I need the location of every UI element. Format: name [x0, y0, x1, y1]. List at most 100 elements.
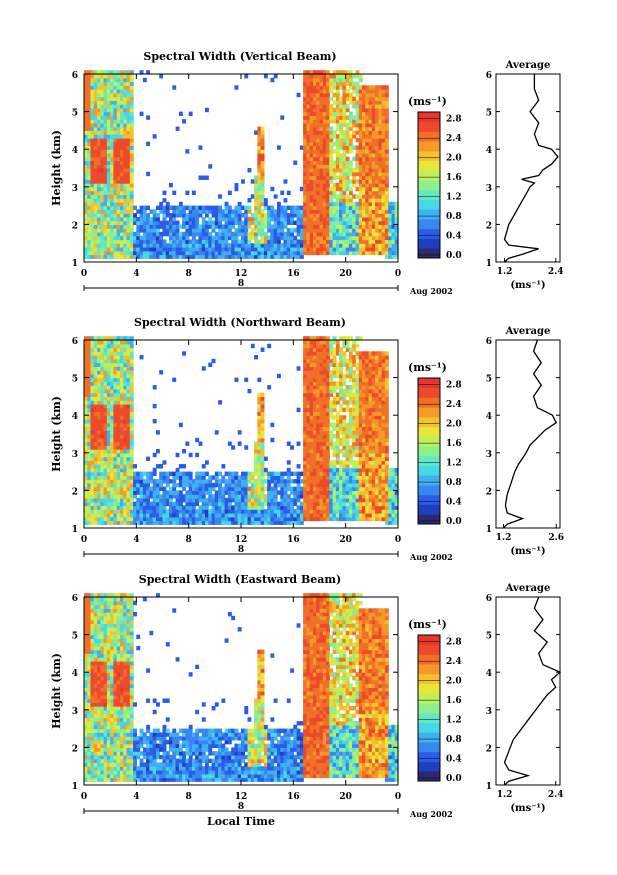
- heatmap-cell: [84, 479, 88, 484]
- heatmap-cell: [113, 373, 118, 379]
- heatmap-cell: [342, 220, 347, 225]
- heatmap-cell: [136, 475, 141, 480]
- heatmap-cell: [120, 254, 124, 259]
- heatmap-cell: [178, 247, 183, 252]
- heatmap-cell: [313, 130, 317, 135]
- heatmap-cell: [195, 482, 200, 488]
- heatmap-cell: [146, 250, 150, 256]
- heatmap-cell: [322, 77, 327, 83]
- heatmap-cell: [156, 464, 160, 469]
- heatmap-cell: [90, 471, 95, 476]
- heatmap-cell: [93, 467, 98, 473]
- heatmap-cell: [129, 449, 134, 454]
- heatmap-cell: [306, 175, 311, 180]
- heatmap-cell: [358, 216, 363, 222]
- heatmap-cell: [280, 475, 285, 480]
- heatmap-cell: [123, 141, 128, 147]
- heatmap-cell: [375, 145, 379, 150]
- heatmap-cell: [322, 482, 327, 488]
- heatmap-cell: [84, 137, 88, 143]
- heatmap-cell: [339, 220, 343, 225]
- heatmap-cell: [175, 224, 180, 229]
- heatmap-cell: [116, 437, 121, 443]
- heatmap-cell: [260, 145, 265, 150]
- heatmap-cell: [316, 89, 321, 94]
- heatmap-cell: [319, 430, 324, 435]
- heatmap-cell: [335, 460, 340, 465]
- heatmap-cell: [106, 497, 111, 503]
- heatmap-cell: [296, 228, 301, 233]
- heatmap-cell: [244, 471, 249, 476]
- heatmap-cell: [270, 209, 275, 214]
- heatmap-cell: [371, 250, 376, 256]
- heatmap-cell: [283, 490, 288, 495]
- heatmap-cell: [332, 505, 337, 510]
- average-frame: [495, 73, 561, 263]
- heatmap-cell: [306, 198, 311, 203]
- heatmap-cell: [123, 415, 128, 420]
- heatmap-cell: [365, 243, 370, 248]
- heatmap-cell: [116, 497, 121, 503]
- heatmap-cell: [381, 85, 386, 90]
- heatmap-cell: [162, 198, 167, 203]
- heatmap-cell: [277, 475, 281, 480]
- heatmap-cell: [388, 254, 393, 259]
- heatmap-cell: [90, 254, 95, 259]
- heatmap-cell: [365, 107, 370, 113]
- heatmap-cell: [129, 254, 134, 259]
- heatmap-cell: [129, 220, 134, 225]
- heatmap-cell: [201, 254, 206, 259]
- heatmap-cell: [106, 460, 111, 465]
- heatmap-cell: [316, 111, 321, 116]
- heatmap-cell: [388, 224, 393, 229]
- heatmap-cell: [322, 205, 327, 210]
- heatmap-cell: [185, 505, 190, 510]
- heatmap-cell: [306, 243, 311, 248]
- heatmap-cell: [362, 156, 366, 162]
- heatmap-cell: [322, 171, 327, 177]
- heatmap-cell: [384, 122, 389, 128]
- heatmap-cell: [365, 194, 370, 199]
- heatmap-cell: [273, 228, 278, 233]
- heatmap-cell: [120, 516, 124, 522]
- heatmap-cell: [113, 122, 118, 128]
- heatmap-cell: [241, 205, 245, 210]
- heatmap-cell: [257, 171, 262, 177]
- heatmap-cell: [126, 239, 131, 244]
- heatmap-cell: [97, 381, 101, 386]
- heatmap-cell: [97, 336, 101, 341]
- heatmap-cell: [335, 385, 340, 390]
- heatmap-cell: [87, 494, 92, 499]
- heatmap-cell: [378, 164, 383, 169]
- heatmap-cell: [241, 231, 245, 237]
- heatmap-cell: [257, 137, 262, 143]
- heatmap-cell: [306, 381, 311, 386]
- heatmap-cell: [123, 370, 128, 375]
- heatmap-cell: [309, 456, 314, 461]
- heatmap-cell: [126, 92, 131, 98]
- heatmap-cell: [319, 494, 324, 499]
- heatmap-cell: [106, 122, 111, 128]
- heatmap-cell: [139, 111, 144, 116]
- heatmap-cell: [384, 216, 389, 222]
- heatmap-cell: [195, 205, 200, 210]
- heatmap-cell: [371, 126, 376, 131]
- heatmap-cell: [280, 205, 285, 210]
- heatmap-cell: [342, 179, 347, 184]
- heatmap-cell: [149, 243, 154, 248]
- heatmap-cell: [126, 520, 131, 525]
- heatmap-cell: [329, 475, 334, 480]
- heatmap-cell: [257, 145, 262, 150]
- heatmap-cell: [100, 156, 105, 162]
- heatmap-cell: [97, 149, 101, 154]
- heatmap-cell: [201, 479, 206, 484]
- heatmap-cell: [162, 224, 167, 229]
- heatmap-cell: [146, 486, 150, 491]
- heatmap-cell: [113, 77, 118, 83]
- heatmap-cell: [113, 419, 118, 424]
- heatmap-cell: [313, 452, 317, 458]
- heatmap-cell: [326, 77, 330, 83]
- heatmap-cell: [97, 516, 101, 522]
- heatmap-cell: [254, 231, 258, 237]
- heatmap-cell: [110, 501, 115, 507]
